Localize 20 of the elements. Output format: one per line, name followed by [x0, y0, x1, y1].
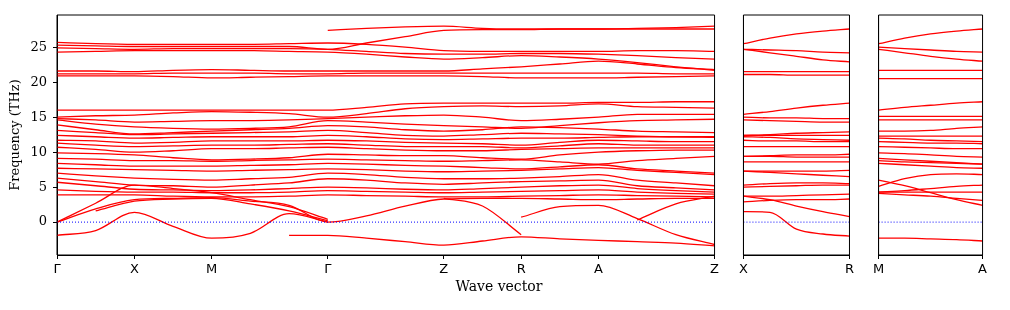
- x-tick-label: Γ: [53, 261, 62, 277]
- x-axis-title: Wave vector: [454, 278, 544, 294]
- y-tick-label: 25: [30, 38, 47, 54]
- x-tick-label: A: [594, 261, 604, 277]
- y-tick-label: 15: [30, 108, 47, 124]
- x-tick-label: R: [516, 261, 526, 277]
- y-tick-label: 10: [30, 143, 47, 159]
- x-tick-label: Z: [710, 261, 720, 277]
- y-tick-label: 0: [38, 213, 47, 229]
- x-tick-label: M: [873, 261, 885, 277]
- x-tick-label: X: [129, 261, 139, 277]
- x-tick-label: X: [739, 261, 748, 277]
- y-tick-label: 20: [30, 73, 47, 89]
- x-tick-label: A: [978, 261, 988, 277]
- x-tick-label: Γ: [324, 261, 333, 277]
- y-tick-label: 5: [38, 178, 47, 194]
- x-tick-label: R: [844, 261, 855, 277]
- y-axis-title: Frequency (THz): [7, 79, 23, 191]
- x-tick-label: M: [206, 261, 218, 277]
- x-tick-label: Z: [439, 261, 449, 277]
